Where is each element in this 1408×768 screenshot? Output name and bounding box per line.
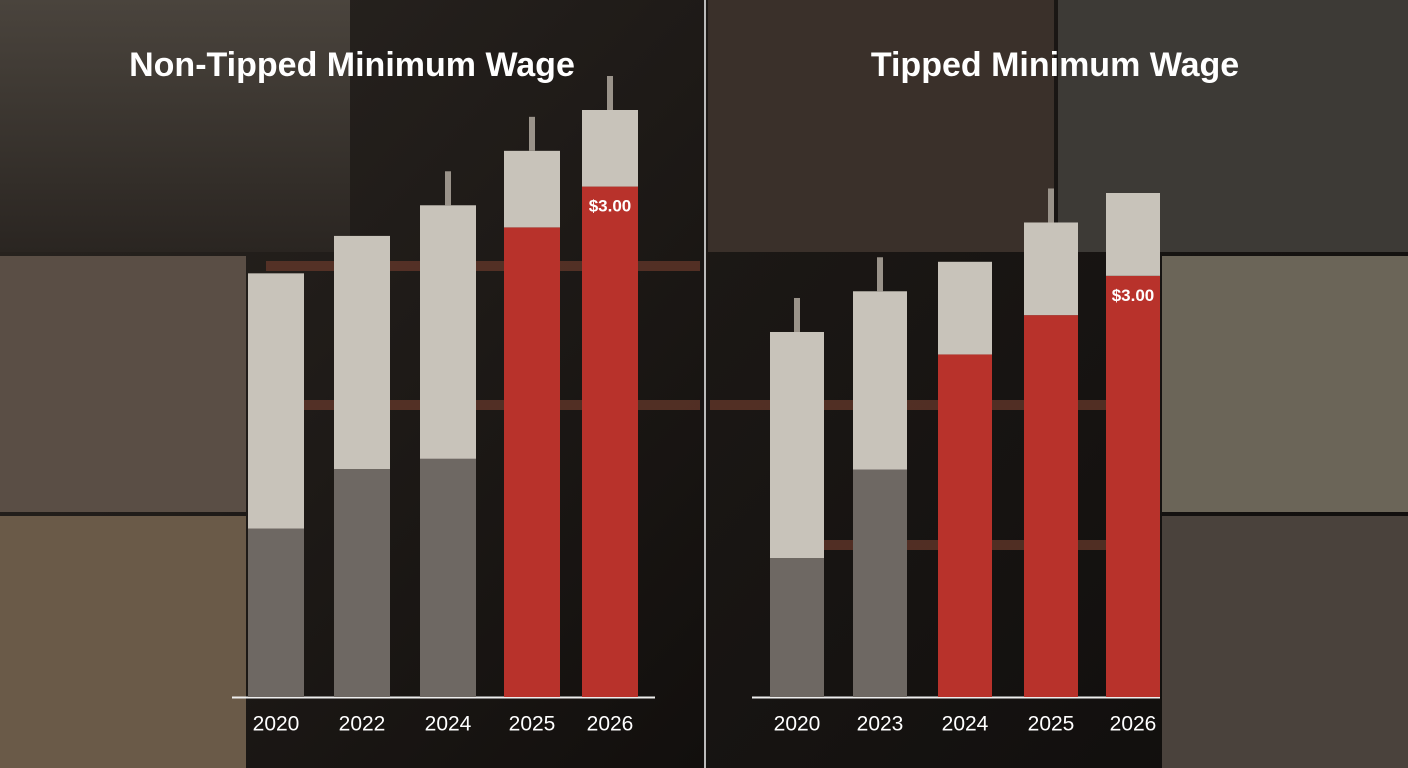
bar-base [248, 528, 304, 697]
x-tick-label: 2025 [1028, 713, 1075, 736]
bar-base [853, 469, 907, 697]
value-label: $3.00 [589, 197, 632, 216]
bar-base [1106, 275, 1160, 697]
bar-top [504, 150, 560, 228]
bar-base [420, 458, 476, 697]
x-tick-label: 2024 [425, 713, 472, 736]
x-tick-label: 2026 [587, 713, 634, 736]
x-tick-label: 2020 [253, 713, 300, 736]
bar-base [770, 558, 824, 697]
rebar [445, 171, 451, 206]
bar-top [938, 261, 992, 355]
x-tick-label: 2024 [942, 713, 989, 736]
rebar [607, 76, 613, 110]
bar-base [334, 469, 390, 697]
photo-protest [0, 256, 246, 512]
value-label: $3.00 [1112, 286, 1155, 305]
chart-title: Tipped Minimum Wage [871, 46, 1239, 84]
bar-top [334, 235, 390, 470]
bar-top [248, 273, 304, 529]
rebar [529, 116, 535, 151]
bar-top [420, 205, 476, 459]
rebar [877, 257, 883, 292]
bar-top [853, 291, 907, 470]
bar-base [504, 227, 560, 697]
photo-construction [1162, 256, 1408, 512]
photo-forklift [0, 516, 246, 768]
rebar [794, 297, 800, 332]
x-tick-label: 2020 [774, 713, 821, 736]
x-tick-label: 2022 [339, 713, 386, 736]
bar-base [1024, 315, 1078, 697]
bar-top [582, 110, 638, 187]
photo-restaurant [708, 0, 1054, 252]
rebar [1048, 188, 1054, 223]
photo-factory [0, 0, 350, 252]
bar-top [770, 331, 824, 559]
bar-top [1106, 193, 1160, 276]
x-tick-label: 2025 [509, 713, 556, 736]
photo-workspace [1162, 516, 1408, 768]
bar-base [938, 354, 992, 697]
bar-top [1024, 222, 1078, 316]
chart-title: Non-Tipped Minimum Wage [129, 46, 575, 84]
bar-base [582, 186, 638, 697]
x-tick-label: 2023 [857, 713, 904, 736]
x-tick-label: 2026 [1110, 713, 1157, 736]
